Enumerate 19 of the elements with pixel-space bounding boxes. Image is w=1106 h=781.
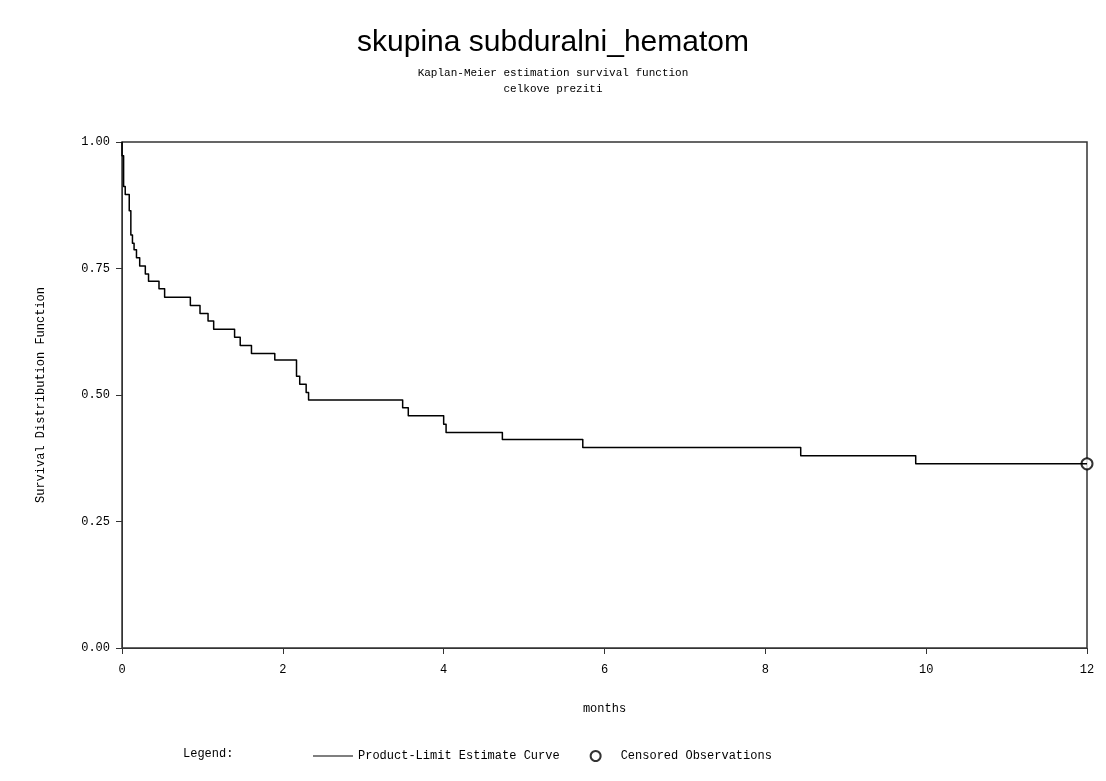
legend-title: Legend: — [183, 747, 234, 761]
chart-title: skupina subduralni_hematom — [357, 23, 749, 57]
x-tick-label: 6 — [600, 663, 609, 677]
y-tick-label: 0.25 — [81, 514, 110, 529]
y-axis-title: Survival Distribution Function — [34, 286, 48, 504]
x-tick-label: 10 — [918, 663, 934, 677]
y-tick-label: 1.00 — [81, 135, 110, 149]
x-tick-label: 8 — [761, 663, 769, 677]
y-tick-label: 0.75 — [81, 261, 110, 276]
y-tick-label: 0.50 — [81, 388, 110, 402]
x-tick-label: 0 — [118, 663, 126, 677]
x-axis-title: months — [582, 702, 627, 716]
y-tick-label: 0.00 — [81, 641, 110, 655]
x-tick-label: 12 — [1079, 663, 1095, 677]
x-tick-label: 2 — [279, 663, 287, 677]
chart-subtitle: Kaplan-Meier estimation survival function celkove preziti — [417, 67, 689, 95]
legend-label: Censored Observations — [620, 749, 772, 763]
legend-label: Product-Limit Estimate Curve — [358, 749, 560, 763]
x-tick-label: 4 — [440, 663, 448, 677]
